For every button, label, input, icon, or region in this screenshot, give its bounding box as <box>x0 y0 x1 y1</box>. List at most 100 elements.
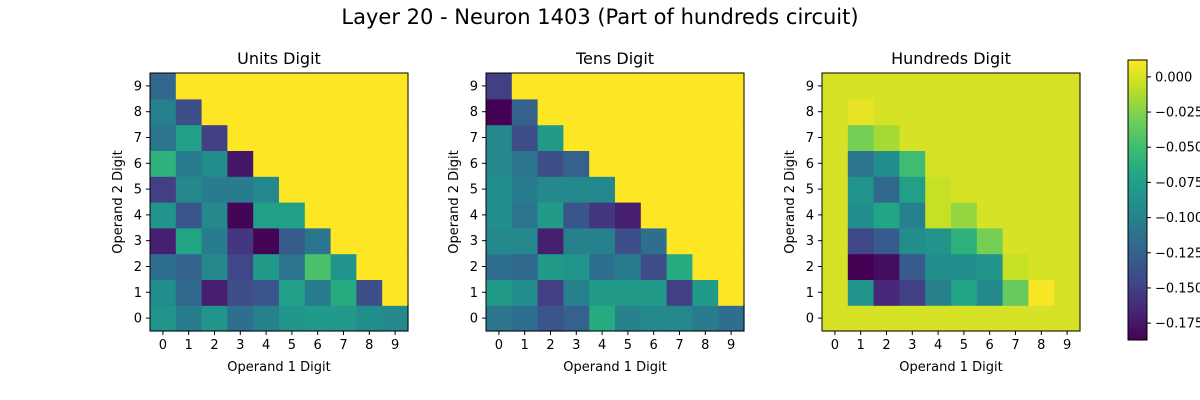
heatmap-cell <box>201 124 228 151</box>
heatmap-cell <box>304 73 332 100</box>
colorbar-tick-label: −0.175 <box>1155 317 1200 332</box>
x-axis-label: Operand 1 Digit <box>563 360 666 375</box>
y-tick-label: 8 <box>806 105 814 120</box>
y-tick-label: 1 <box>806 286 814 301</box>
heatmap-cell <box>899 279 926 306</box>
heatmap-cell <box>330 279 357 306</box>
heatmap-cell <box>666 150 693 177</box>
heatmap-cell <box>1054 150 1081 177</box>
heatmap-cell <box>640 305 668 332</box>
heatmap-cell <box>822 227 849 255</box>
heatmap-cell <box>279 279 306 306</box>
heatmap-cell <box>356 176 383 203</box>
x-tick-label: 3 <box>908 338 916 353</box>
heatmap-cell <box>1002 124 1029 151</box>
heatmap-cell <box>279 253 306 280</box>
heatmap-cell <box>589 73 616 100</box>
heatmap-cell <box>201 202 228 229</box>
x-tick-label: 5 <box>960 338 968 353</box>
y-tick-label: 5 <box>134 183 142 198</box>
heatmap-cell <box>330 202 357 229</box>
heatmap-cell <box>1002 98 1029 126</box>
heatmap-cell <box>692 73 719 100</box>
heatmap-cell <box>873 98 900 126</box>
colorbar-tick-label: −0.100 <box>1155 211 1200 226</box>
panel-frame <box>485 72 745 332</box>
heatmap-cell <box>279 305 306 332</box>
heatmap-cell <box>1002 176 1029 203</box>
heatmap-cell <box>666 253 693 280</box>
heatmap-cell <box>899 253 926 280</box>
heatmap-cell <box>330 227 357 255</box>
heatmap-cell <box>976 227 1004 255</box>
heatmap-cell <box>511 305 539 332</box>
heatmap-cell <box>666 202 693 229</box>
heatmap-cell <box>330 98 357 126</box>
heatmap-cell <box>951 73 978 100</box>
heatmap-cell <box>175 150 203 177</box>
heatmap-cell <box>304 279 332 306</box>
heatmap-cell <box>175 202 203 229</box>
heatmap-cell <box>666 124 693 151</box>
heatmap-cell <box>899 202 926 229</box>
heatmap-cell <box>951 227 978 255</box>
heatmap-cell <box>175 176 203 203</box>
heatmap-cell <box>615 202 642 229</box>
heatmap-cell <box>976 253 1004 280</box>
heatmap-cell <box>330 305 357 332</box>
heatmap-cell <box>304 305 332 332</box>
heatmap-cell <box>1002 150 1029 177</box>
heatmap-cell <box>589 305 616 332</box>
x-tick-label: 0 <box>831 338 839 353</box>
heatmap-cell <box>976 202 1004 229</box>
heatmap-cell <box>511 150 539 177</box>
x-tick-label: 7 <box>1011 338 1019 353</box>
y-tick-label: 7 <box>806 131 814 146</box>
heatmap-cell <box>563 253 590 280</box>
y-tick-label: 6 <box>470 157 478 172</box>
heatmap-cell <box>822 73 849 100</box>
heatmap-cell <box>227 253 254 280</box>
heatmap-cell <box>951 305 978 332</box>
x-tick-label: 1 <box>521 338 529 353</box>
heatmap-cell <box>356 279 383 306</box>
heatmap-cell <box>1054 73 1081 100</box>
heatmap-cell <box>666 279 693 306</box>
y-tick-label: 3 <box>806 234 814 249</box>
x-tick-label: 4 <box>262 338 270 353</box>
heatmap-cell <box>640 73 668 100</box>
y-tick-label: 7 <box>134 131 142 146</box>
heatmap-cell <box>330 124 357 151</box>
heatmap-cell <box>692 253 719 280</box>
x-tick-label: 1 <box>185 338 193 353</box>
heatmap-cell <box>1002 73 1029 100</box>
heatmap-cell <box>356 227 383 255</box>
heatmap-cell <box>356 202 383 229</box>
heatmap-cell <box>847 150 875 177</box>
y-tick-label: 2 <box>470 260 478 275</box>
colorbar-tick-label: −0.150 <box>1155 281 1200 296</box>
heatmap-cell <box>718 124 745 151</box>
heatmap-cell <box>1054 124 1081 151</box>
heatmap-cell <box>692 124 719 151</box>
y-axis-label: Operand 2 Digit <box>111 150 126 253</box>
heatmap-cell <box>175 73 203 100</box>
heatmap-cell <box>718 98 745 126</box>
heatmap-cell <box>951 150 978 177</box>
heatmap-cell <box>304 227 332 255</box>
heatmap-cell <box>640 150 668 177</box>
heatmap-cell <box>486 124 513 151</box>
heatmap-cell <box>589 98 616 126</box>
heatmap-cell <box>925 279 952 306</box>
heatmap-cell <box>253 73 280 100</box>
heatmap-cell <box>175 305 203 332</box>
heatmap-cell <box>615 227 642 255</box>
heatmap-cell <box>925 227 952 255</box>
heatmap-cell <box>925 176 952 203</box>
heatmap-cell <box>873 305 900 332</box>
heatmap-cell <box>150 227 177 255</box>
x-tick-label: 0 <box>495 338 503 353</box>
x-tick-label: 5 <box>624 338 632 353</box>
heatmap-cell <box>718 176 745 203</box>
heatmap-cell <box>822 305 849 332</box>
